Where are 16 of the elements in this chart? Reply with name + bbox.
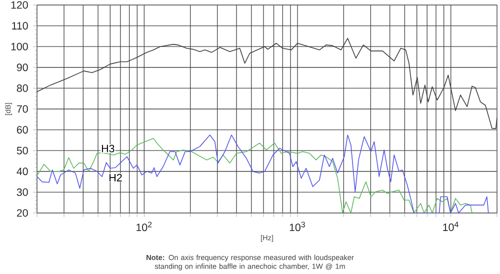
y-tick-label: 80 bbox=[16, 84, 28, 92]
y-tick-label: 50 bbox=[16, 146, 28, 154]
y-tick-label: 40 bbox=[16, 168, 28, 176]
y-tick-label: 20 bbox=[16, 209, 28, 217]
y-tick-label: 110 bbox=[12, 22, 28, 30]
annotation: H3 bbox=[102, 144, 114, 152]
y-tick-label: 120 bbox=[11, 1, 28, 9]
y-tick-label: 100 bbox=[11, 42, 28, 50]
x-tick-label: 10$^{4}$ bbox=[443, 222, 458, 232]
y-tick-label: 70 bbox=[16, 105, 28, 113]
y-tick-label: 90 bbox=[16, 64, 28, 72]
x-tick-label: 10$^{2}$ bbox=[136, 222, 152, 232]
x-tick-label: 10$^{3}$ bbox=[290, 222, 305, 232]
y-tick-label: 60 bbox=[16, 126, 28, 134]
annotation: H2 bbox=[110, 174, 122, 182]
y-tick-label: 30 bbox=[16, 188, 28, 196]
